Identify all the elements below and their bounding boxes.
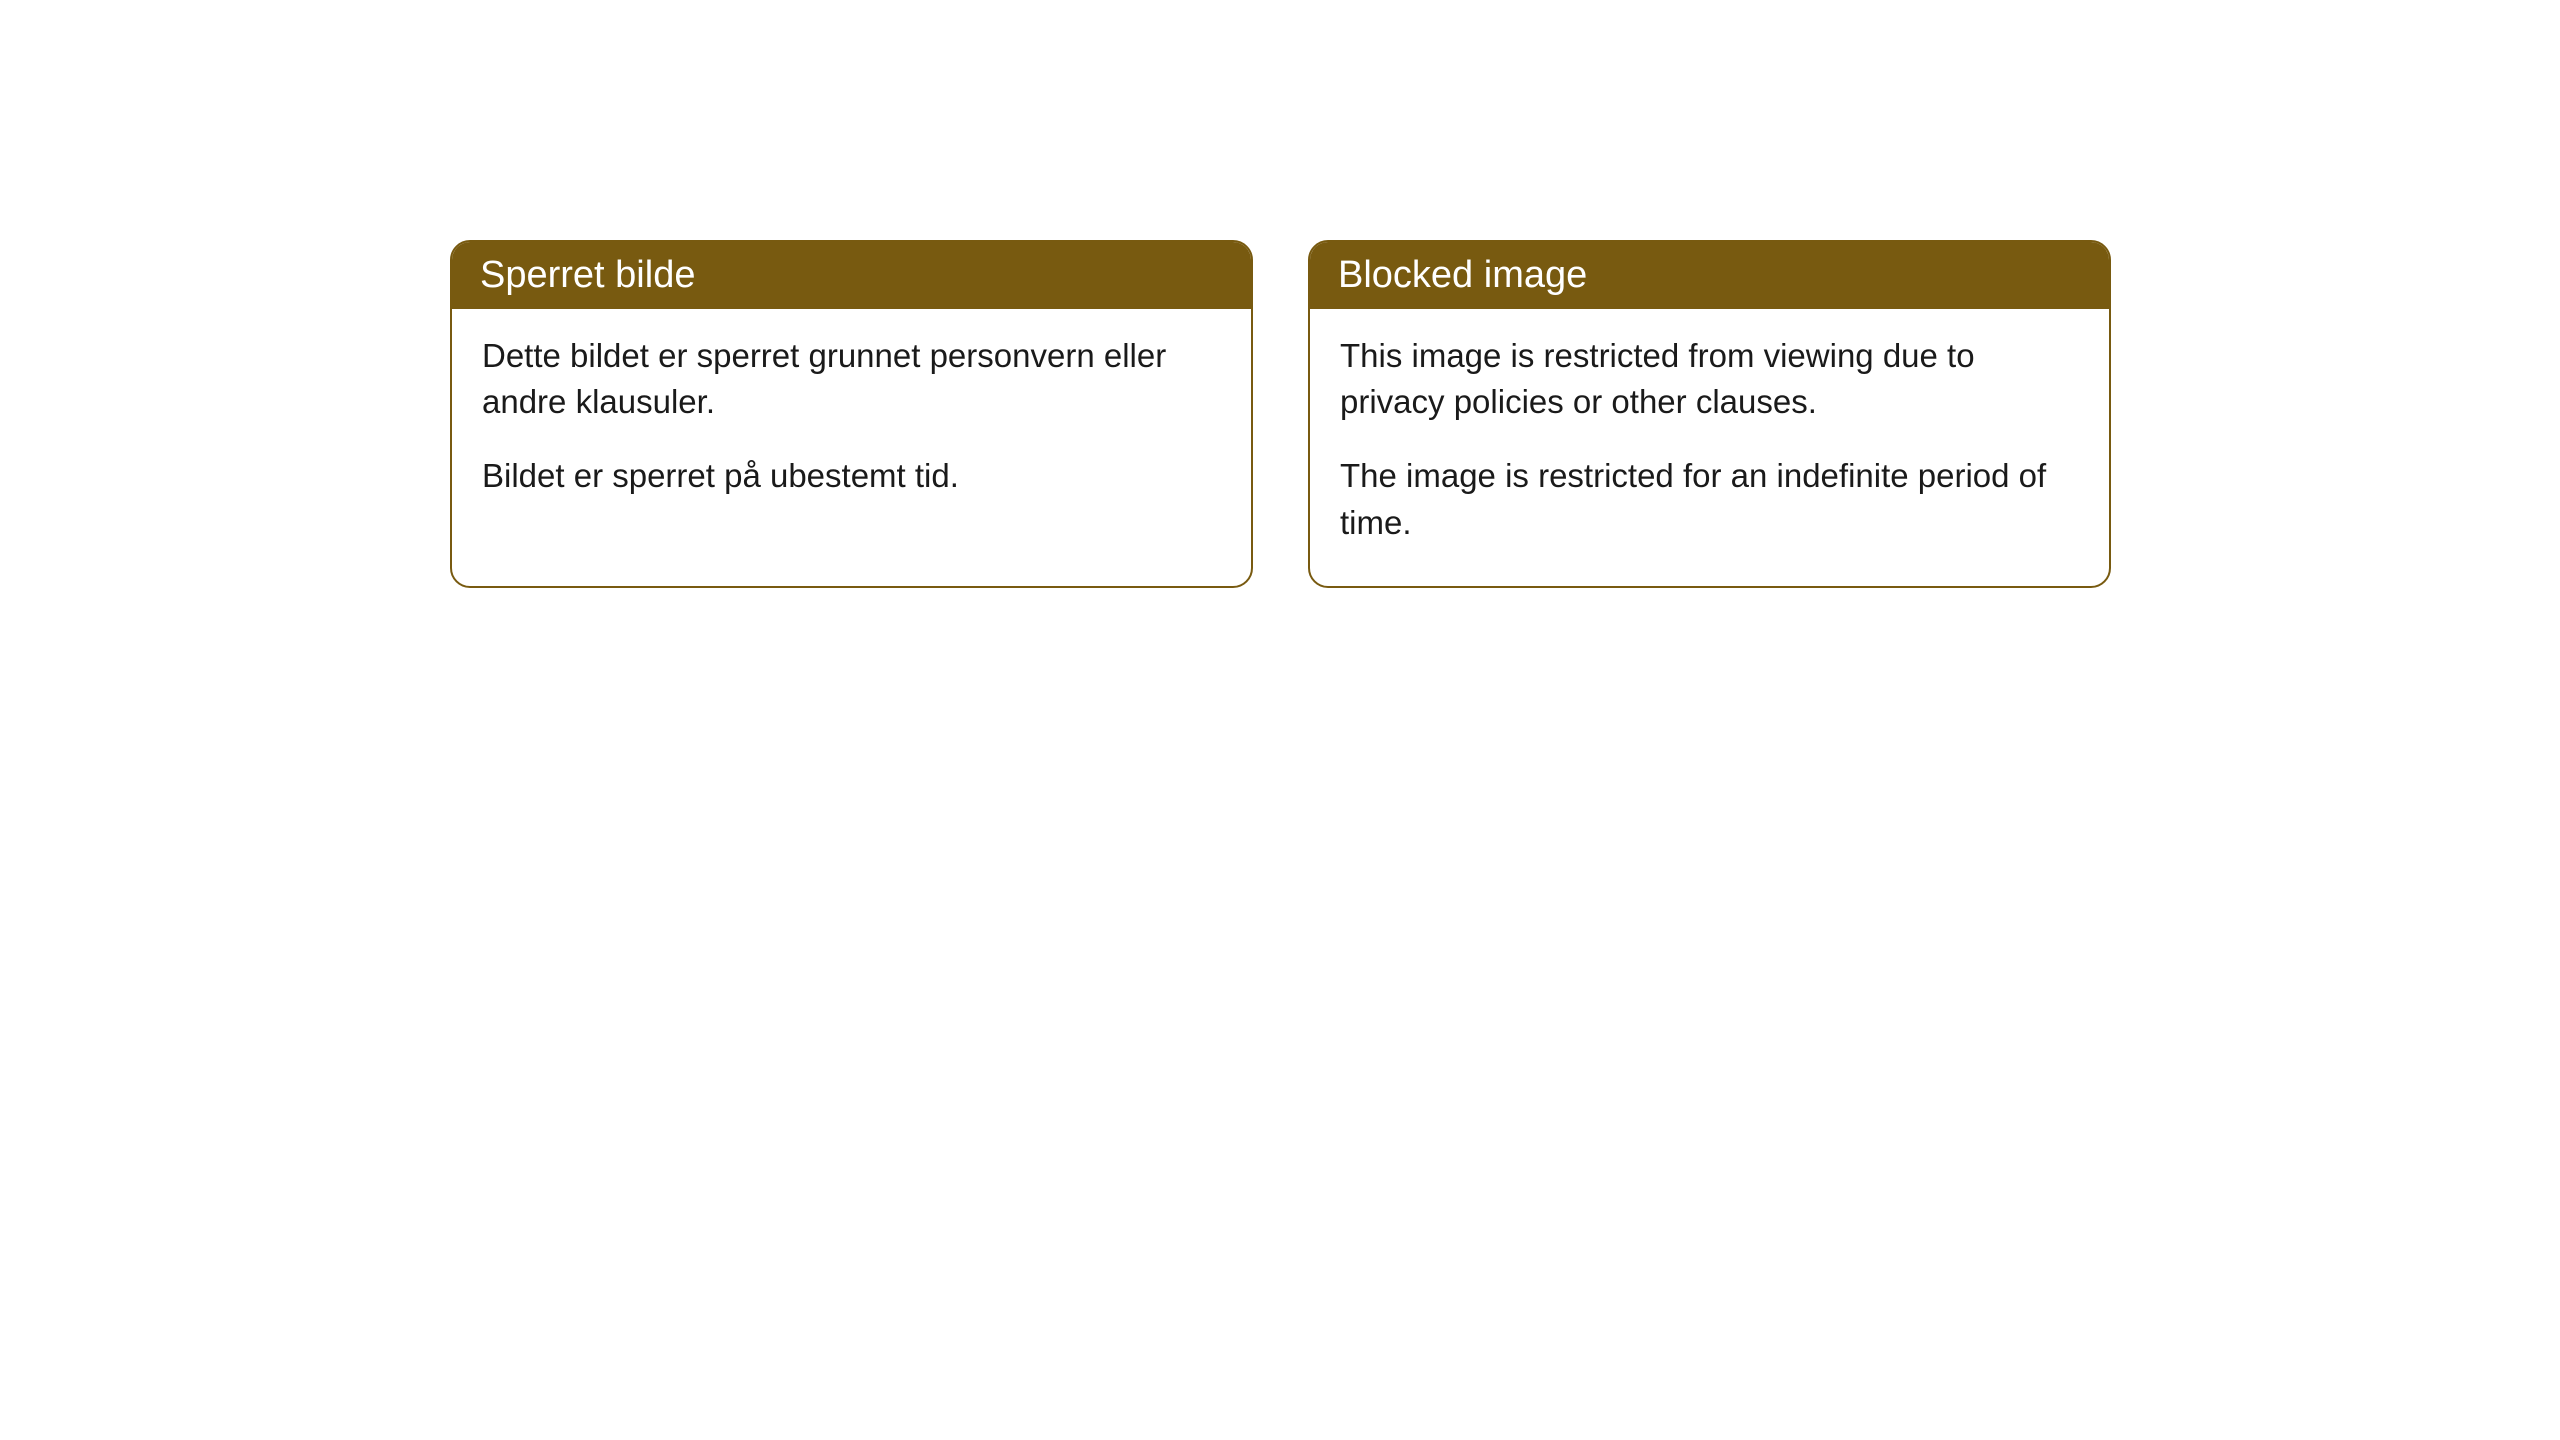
notice-card-english: Blocked image This image is restricted f… (1308, 240, 2111, 588)
card-header-norwegian: Sperret bilde (452, 242, 1251, 309)
card-header-english: Blocked image (1310, 242, 2109, 309)
card-paragraph: Dette bildet er sperret grunnet personve… (482, 333, 1221, 425)
card-title: Sperret bilde (480, 254, 695, 296)
card-paragraph: This image is restricted from viewing du… (1340, 333, 2079, 425)
card-paragraph: Bildet er sperret på ubestemt tid. (482, 453, 1221, 499)
card-body-english: This image is restricted from viewing du… (1310, 309, 2109, 586)
card-body-norwegian: Dette bildet er sperret grunnet personve… (452, 309, 1251, 540)
notice-cards-container: Sperret bilde Dette bildet er sperret gr… (450, 240, 2111, 588)
card-title: Blocked image (1338, 254, 1587, 296)
card-paragraph: The image is restricted for an indefinit… (1340, 453, 2079, 545)
notice-card-norwegian: Sperret bilde Dette bildet er sperret gr… (450, 240, 1253, 588)
